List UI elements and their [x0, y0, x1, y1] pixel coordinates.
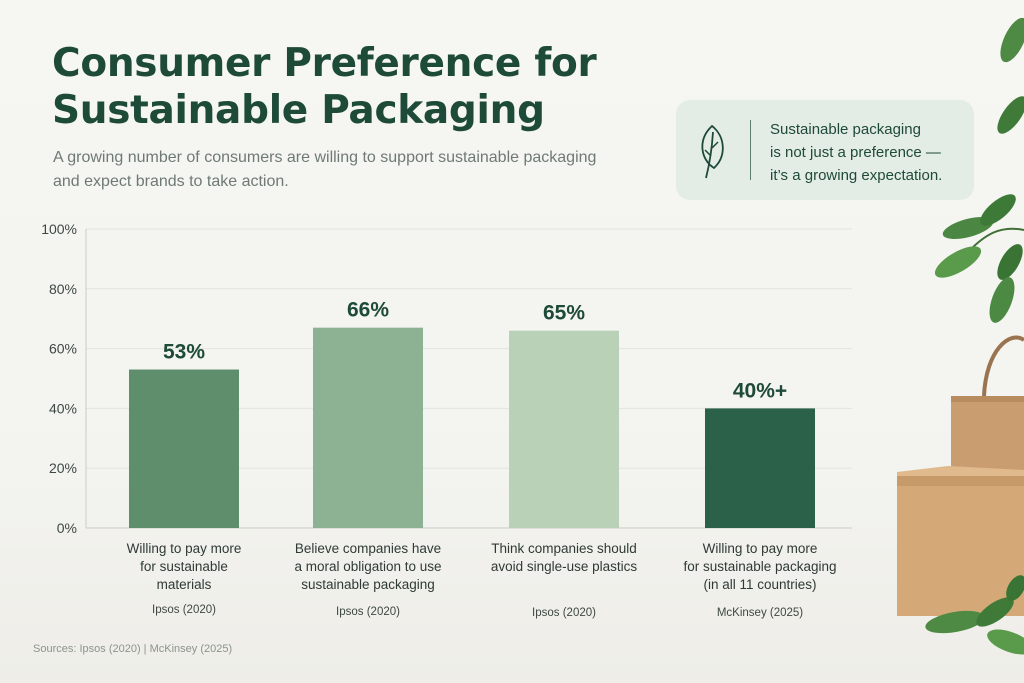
callout-divider	[750, 120, 751, 180]
chart-subtitle: A growing number of consumers are willin…	[53, 146, 653, 194]
bar	[705, 408, 815, 528]
x-category-label-line: a moral obligation to use	[294, 559, 442, 574]
plant-leaves-bottom	[925, 575, 1024, 655]
y-tick-label: 80%	[49, 281, 77, 297]
bar-value-label: 65%	[543, 302, 585, 325]
chart-title-line: Consumer Preference for	[52, 41, 597, 86]
paper-bag	[951, 335, 1024, 476]
x-category-label-line: materials	[156, 577, 212, 592]
x-category-label-line: Willing to pay more	[702, 541, 818, 556]
plant-leaves-top	[997, 17, 1024, 134]
y-tick-label: 20%	[49, 460, 77, 476]
bar-source-label: Ipsos (2020)	[532, 607, 596, 619]
x-category-label-line: Believe companies have	[294, 541, 442, 556]
x-category-label-line: (in all 11 countries)	[703, 577, 817, 592]
bar-value-label: 66%	[347, 299, 389, 322]
x-category-label-line: Think companies should	[491, 541, 637, 556]
x-category-label-line: sustainable packaging	[301, 577, 435, 592]
bar-source-label: Ipsos (2020)	[152, 604, 216, 616]
bar-source-label: Ipsos (2020)	[336, 606, 400, 618]
bar-source-label: McKinsey (2025)	[716, 607, 804, 619]
callout-text: Sustainable packaging is not just a pref…	[770, 118, 970, 187]
x-category-label: Willing to pay more for sustainable materi…	[89, 540, 279, 594]
bar-value-label: 40%+	[733, 379, 787, 402]
chart-title-line: Sustainable Packaging	[52, 88, 545, 133]
plant-leaves-middle	[934, 194, 1024, 323]
x-category-label: Believe companies have a moral obligation…	[273, 540, 463, 594]
x-category-label-line: for sustainable packaging	[683, 559, 837, 574]
chart-subtitle-line: A growing number of consumers are willin…	[53, 149, 597, 166]
x-category-label: Willing to pay more for sustainable packa…	[665, 540, 855, 594]
callout-line: Sustainable packaging	[770, 121, 921, 138]
x-category-label: Think companies should avoid single-use p…	[469, 540, 659, 576]
y-tick-label: 100%	[41, 221, 77, 237]
cardboard-box	[897, 466, 1024, 616]
chart-subtitle-line: and expect brands to take action.	[53, 173, 289, 190]
y-tick-label: 40%	[49, 400, 77, 416]
bar-value-label: 53%	[163, 341, 205, 364]
x-category-label-line: avoid single-use plastics	[490, 559, 638, 574]
callout-line: is not just a preference —	[770, 144, 941, 161]
callout-line: it’s a growing expectation.	[770, 167, 943, 184]
x-category-label-line: for sustainable	[140, 559, 228, 574]
bar	[129, 369, 239, 528]
x-category-label-line: Willing to pay more	[126, 541, 242, 556]
callout-box: Sustainable packaging is not just a pref…	[676, 100, 974, 200]
footer-sources: Sources: Ipsos (2020) | McKinsey (2025)	[33, 643, 233, 655]
y-tick-label: 60%	[49, 341, 77, 357]
bar	[509, 330, 619, 528]
leaf-icon	[701, 124, 724, 179]
chart-title: Consumer Preference for Sustainable Pack…	[52, 40, 652, 134]
bar	[313, 327, 423, 528]
y-tick-label: 0%	[57, 520, 77, 536]
